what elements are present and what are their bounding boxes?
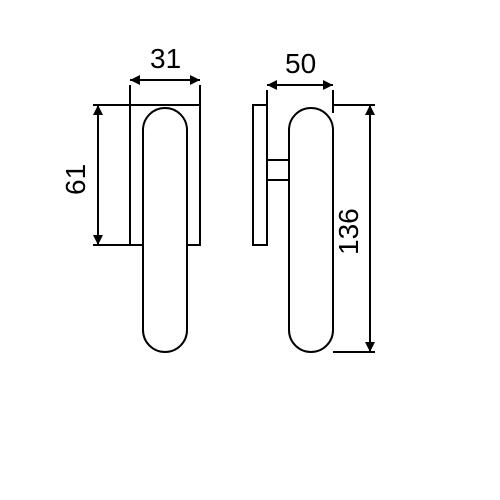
technical-drawing: 31 61 50 136 — [0, 0, 500, 500]
side-plate — [253, 105, 267, 245]
dim-right: 136 — [333, 208, 364, 255]
dim-left: 61 — [60, 164, 91, 195]
side-neck — [267, 160, 289, 180]
dim-top: 31 — [150, 43, 181, 74]
front-handle — [143, 108, 187, 352]
side-handle — [289, 108, 333, 352]
dim-mid: 50 — [285, 48, 316, 79]
